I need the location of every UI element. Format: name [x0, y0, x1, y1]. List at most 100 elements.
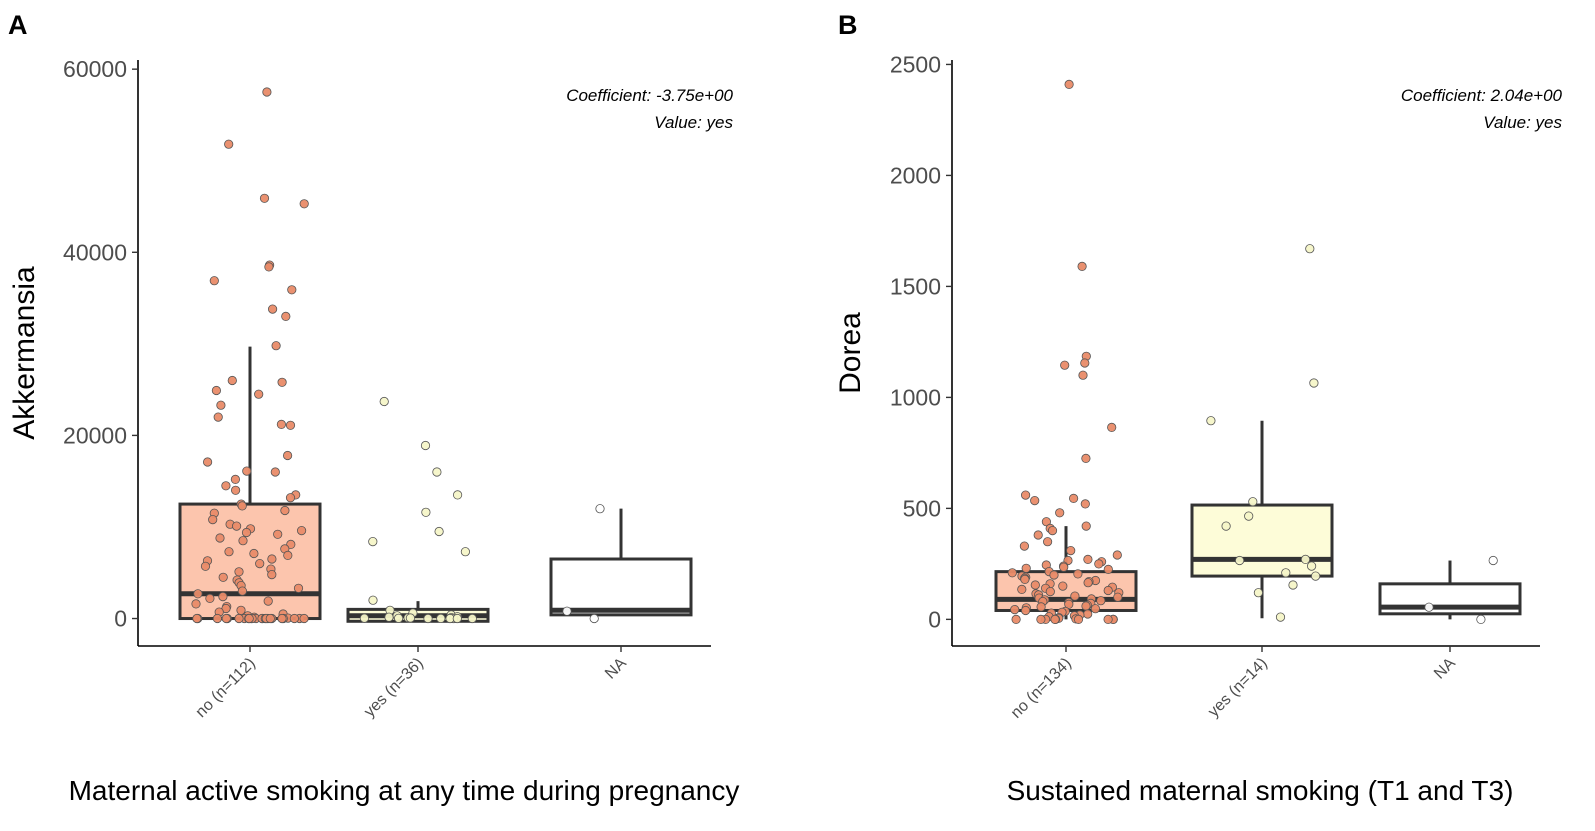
- y-tick-label: 2000: [890, 162, 941, 188]
- data-point: [234, 567, 244, 577]
- data-point: [1221, 521, 1231, 531]
- data-point: [277, 613, 287, 624]
- data-point: [1058, 581, 1068, 591]
- x-axis-title: Maternal active smoking at any time duri…: [69, 775, 740, 806]
- data-point: [296, 525, 307, 536]
- data-point: [1069, 493, 1079, 503]
- data-point: [1488, 555, 1498, 566]
- data-point: [1080, 358, 1090, 368]
- data-point: [452, 490, 463, 500]
- data-point: [595, 504, 605, 514]
- data-point: [1103, 585, 1113, 596]
- data-point: [208, 514, 218, 525]
- data-point: [1017, 584, 1027, 595]
- x-tick-label: NA: [602, 655, 630, 683]
- data-point: [1030, 495, 1040, 506]
- data-point: [281, 311, 291, 321]
- data-point: [1081, 521, 1091, 531]
- coefficient-annotation: Coefficient: 2.04e+00: [1401, 86, 1563, 105]
- data-point: [218, 591, 228, 602]
- data-point: [1021, 563, 1031, 573]
- x-tick-label: NA: [1431, 655, 1459, 683]
- data-point: [1043, 537, 1053, 547]
- data-point: [244, 613, 254, 624]
- data-point: [421, 507, 431, 517]
- data-point: [293, 583, 304, 593]
- data-point: [242, 466, 252, 476]
- data-point: [1309, 378, 1319, 388]
- data-point: [423, 613, 433, 624]
- data-point: [384, 612, 394, 622]
- data-point: [231, 485, 241, 495]
- data-point: [277, 377, 287, 387]
- data-point: [267, 554, 277, 564]
- data-point: [280, 505, 290, 516]
- data-point: [1077, 261, 1087, 271]
- data-point: [1010, 604, 1020, 615]
- data-point: [221, 481, 231, 491]
- data-point: [1107, 422, 1117, 432]
- data-point: [1103, 614, 1113, 625]
- panel-label: A: [8, 10, 28, 40]
- data-point: [1011, 614, 1021, 625]
- category-no: [178, 87, 322, 624]
- data-point: [221, 613, 231, 624]
- data-point: [1305, 244, 1315, 254]
- data-point: [276, 419, 286, 429]
- data-point: [393, 613, 404, 623]
- data-point: [420, 440, 431, 451]
- data-point: [1248, 497, 1258, 507]
- x-tick-label: yes (n=14): [1205, 655, 1271, 721]
- data-point: [227, 375, 237, 386]
- data-point: [1020, 574, 1030, 585]
- data-point: [193, 589, 203, 599]
- data-point: [218, 572, 228, 582]
- data-point: [238, 536, 248, 546]
- y-tick-label: 20000: [63, 422, 127, 448]
- panel-label: B: [838, 10, 858, 40]
- data-point: [212, 613, 222, 624]
- data-point: [192, 613, 202, 624]
- data-point: [273, 529, 283, 539]
- data-point: [255, 558, 265, 569]
- data-point: [1055, 508, 1065, 518]
- data-point: [1080, 499, 1090, 509]
- data-point: [211, 385, 221, 396]
- data-point: [1050, 614, 1060, 625]
- value-annotation: Value: yes: [1483, 113, 1562, 132]
- data-point: [1281, 568, 1291, 578]
- data-point: [1476, 614, 1486, 625]
- data-point: [237, 501, 247, 511]
- data-point: [1036, 614, 1046, 625]
- data-point: [271, 341, 281, 351]
- data-point: [562, 606, 572, 616]
- data-point: [283, 550, 293, 561]
- y-tick-label: 2500: [890, 51, 941, 77]
- data-point: [232, 521, 242, 531]
- y-axis-title: Akkermansia: [8, 266, 41, 440]
- data-point: [249, 548, 259, 559]
- data-point: [215, 533, 225, 543]
- data-point: [263, 596, 273, 606]
- data-point: [259, 193, 270, 203]
- data-point: [234, 613, 244, 624]
- data-point: [299, 613, 309, 624]
- data-point: [379, 396, 389, 407]
- data-point: [589, 613, 599, 624]
- data-point: [1078, 370, 1088, 380]
- data-point: [216, 400, 226, 410]
- data-point: [1036, 602, 1046, 612]
- data-point: [1235, 555, 1245, 566]
- panel-b: B 0 500 1000 1500 2000 2500 Dorea Sustained mate…: [834, 10, 1563, 806]
- data-point: [1007, 568, 1017, 578]
- data-point: [209, 276, 219, 286]
- box: [178, 502, 322, 621]
- data-point: [432, 467, 442, 477]
- y-tick-label: 0: [928, 606, 941, 632]
- data-point: [282, 450, 293, 461]
- value-annotation: Value: yes: [654, 113, 733, 132]
- data-point: [254, 389, 264, 399]
- data-point: [1047, 525, 1058, 536]
- data-point: [1064, 79, 1074, 90]
